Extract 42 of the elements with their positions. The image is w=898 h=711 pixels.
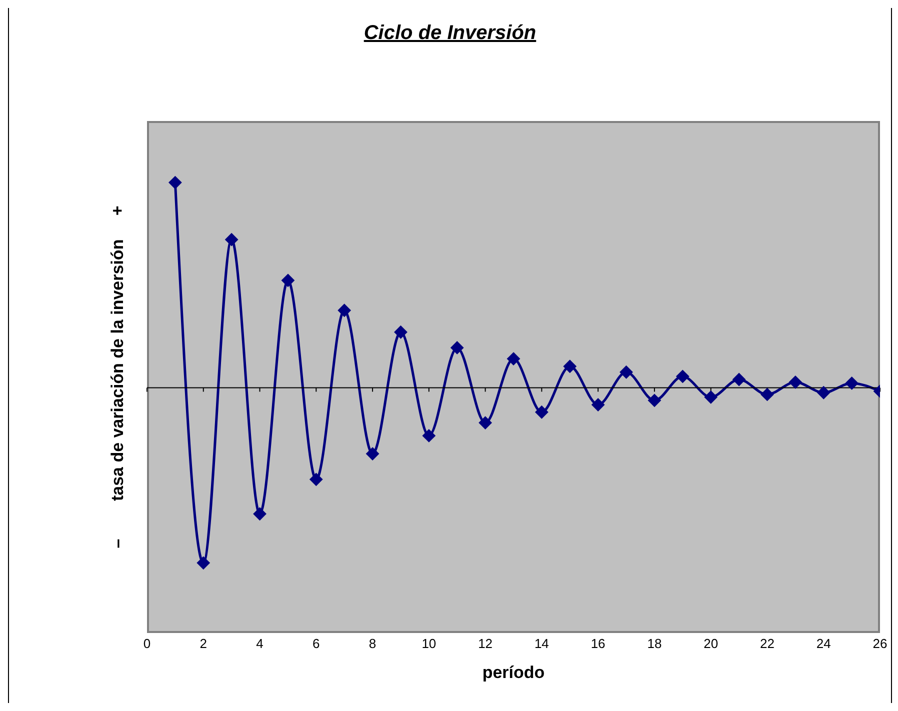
point bbox=[168, 176, 182, 190]
x-tick-label: 12 bbox=[478, 636, 493, 652]
point bbox=[422, 429, 436, 442]
point bbox=[732, 373, 746, 386]
x-tick-label: 26 bbox=[872, 636, 888, 652]
point bbox=[817, 386, 830, 400]
x-tick-label: 4 bbox=[256, 636, 264, 652]
x-tick-label: 22 bbox=[760, 636, 774, 652]
x-tick-label: 16 bbox=[590, 636, 606, 652]
point bbox=[310, 472, 323, 486]
point bbox=[563, 360, 576, 373]
point bbox=[366, 447, 380, 460]
point bbox=[478, 416, 492, 430]
point bbox=[394, 326, 408, 339]
point bbox=[507, 352, 520, 366]
point bbox=[450, 341, 464, 354]
x-tick-label: 0 bbox=[143, 636, 151, 652]
point bbox=[535, 406, 548, 419]
point bbox=[620, 366, 633, 379]
point bbox=[788, 376, 802, 389]
point bbox=[592, 398, 605, 412]
point bbox=[225, 233, 238, 246]
x-tick-label: 18 bbox=[647, 636, 662, 652]
x-tick-label: 20 bbox=[704, 636, 718, 652]
point bbox=[281, 274, 294, 287]
point bbox=[760, 388, 774, 401]
point bbox=[676, 370, 690, 383]
y-axis-title: – tasa de variación de la inversión + bbox=[108, 204, 128, 550]
point bbox=[253, 507, 266, 520]
x-axis-title: período bbox=[481, 663, 546, 683]
point bbox=[648, 394, 661, 407]
chart-title: Ciclo de Inversión bbox=[362, 22, 538, 45]
x-tick-label: 2 bbox=[200, 636, 207, 652]
point bbox=[845, 376, 858, 390]
x-tick-label: 14 bbox=[534, 636, 549, 652]
x-tick-label: 10 bbox=[422, 636, 436, 652]
x-tick-label: 6 bbox=[312, 636, 320, 652]
point bbox=[196, 556, 210, 570]
x-tick-label: 24 bbox=[816, 636, 831, 652]
x-tick-label: 8 bbox=[368, 636, 376, 652]
point bbox=[338, 304, 351, 317]
point bbox=[704, 390, 718, 404]
